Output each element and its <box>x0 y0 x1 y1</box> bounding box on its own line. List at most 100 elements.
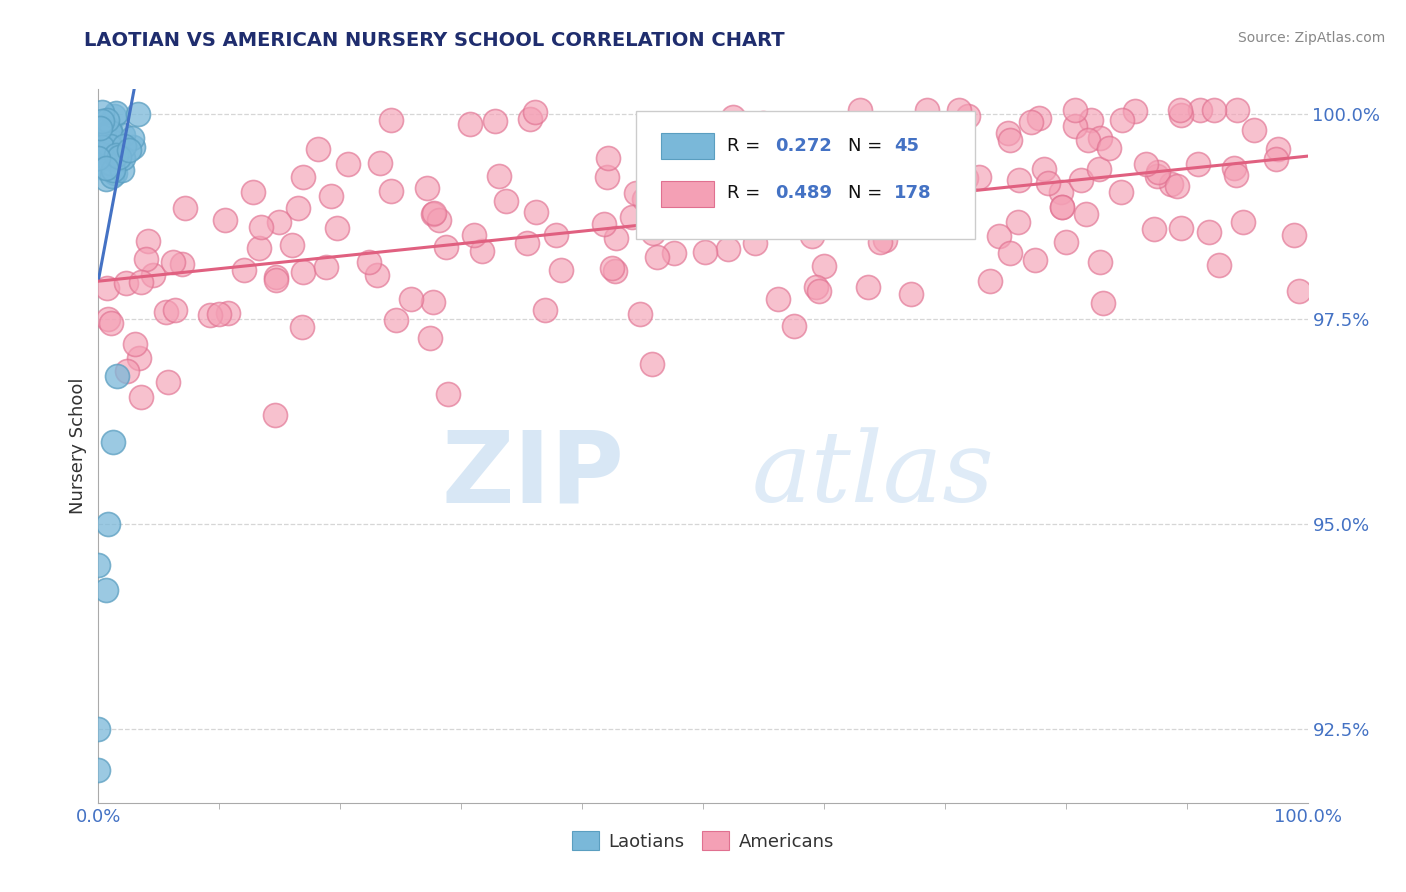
Point <box>422 295 444 310</box>
Point <box>915 103 938 117</box>
Point <box>359 254 381 268</box>
Point <box>1198 226 1220 240</box>
Point <box>955 170 977 185</box>
Point <box>484 114 506 128</box>
Point <box>811 192 834 206</box>
Point <box>1087 162 1109 177</box>
Point <box>1076 207 1098 221</box>
Point <box>437 387 460 401</box>
Point <box>1050 185 1073 199</box>
Point <box>89 120 111 135</box>
Point <box>127 106 149 120</box>
Point <box>380 113 402 128</box>
Point <box>1091 295 1114 310</box>
Point <box>1202 103 1225 117</box>
Point <box>105 105 128 120</box>
Point <box>94 172 117 186</box>
Point <box>766 292 789 306</box>
Text: atlas: atlas <box>751 427 994 522</box>
Point <box>101 169 124 183</box>
Point <box>97 311 120 326</box>
Point <box>1135 157 1157 171</box>
Point <box>869 235 891 250</box>
Point <box>596 151 619 165</box>
Point <box>121 140 143 154</box>
Point <box>118 144 141 158</box>
Point <box>524 205 547 219</box>
Point <box>1170 220 1192 235</box>
Point <box>156 376 179 390</box>
Point <box>979 275 1001 289</box>
Point <box>104 148 127 162</box>
Point <box>247 241 270 255</box>
Point <box>385 312 408 326</box>
Point <box>967 169 990 184</box>
Point <box>1080 113 1102 128</box>
Point <box>782 318 804 333</box>
Point <box>882 131 904 145</box>
Text: 45: 45 <box>894 136 920 154</box>
Point <box>1142 222 1164 236</box>
Point <box>129 275 152 289</box>
Point <box>1064 119 1087 133</box>
Point <box>823 183 845 197</box>
Point <box>644 191 666 205</box>
Point <box>1264 153 1286 167</box>
Point <box>988 228 1011 243</box>
Point <box>488 169 510 183</box>
Point <box>321 189 343 203</box>
Point <box>544 227 567 242</box>
Point <box>460 117 482 131</box>
Point <box>250 219 273 234</box>
Point <box>87 152 110 166</box>
Point <box>1168 103 1191 117</box>
Point <box>789 188 811 202</box>
Point <box>307 142 329 156</box>
Point <box>336 157 359 171</box>
Point <box>326 221 349 235</box>
Point <box>731 116 754 130</box>
Point <box>292 170 315 185</box>
Point <box>98 139 121 153</box>
Point <box>101 434 124 449</box>
Point <box>112 151 135 165</box>
Point <box>91 113 114 128</box>
Point <box>1054 235 1077 250</box>
Text: ZIP: ZIP <box>441 426 624 523</box>
Point <box>1098 141 1121 155</box>
Point <box>291 319 314 334</box>
Point <box>707 198 730 212</box>
Point <box>103 109 125 123</box>
Point <box>368 156 391 170</box>
Point <box>471 244 494 258</box>
Point <box>103 143 125 157</box>
Point <box>1024 252 1046 267</box>
Point <box>281 238 304 252</box>
Point <box>1008 173 1031 187</box>
Point <box>884 143 907 157</box>
Point <box>817 151 839 165</box>
Point <box>1208 258 1230 272</box>
Point <box>873 233 896 247</box>
Point <box>628 308 651 322</box>
Point <box>1033 162 1056 177</box>
Point <box>380 184 402 198</box>
Point <box>87 558 110 572</box>
Point <box>87 144 110 158</box>
Point <box>695 245 717 260</box>
Point <box>98 156 121 170</box>
Point <box>662 246 685 260</box>
Point <box>957 109 980 123</box>
Point <box>1226 103 1249 117</box>
Point <box>1028 111 1050 125</box>
Point <box>97 120 120 135</box>
Point <box>89 160 111 174</box>
Point <box>422 207 444 221</box>
Point <box>94 582 117 597</box>
Point <box>1088 255 1111 269</box>
Point <box>519 112 541 127</box>
Point <box>1077 132 1099 146</box>
Point <box>115 277 138 291</box>
Point <box>162 255 184 269</box>
Point <box>717 242 740 256</box>
